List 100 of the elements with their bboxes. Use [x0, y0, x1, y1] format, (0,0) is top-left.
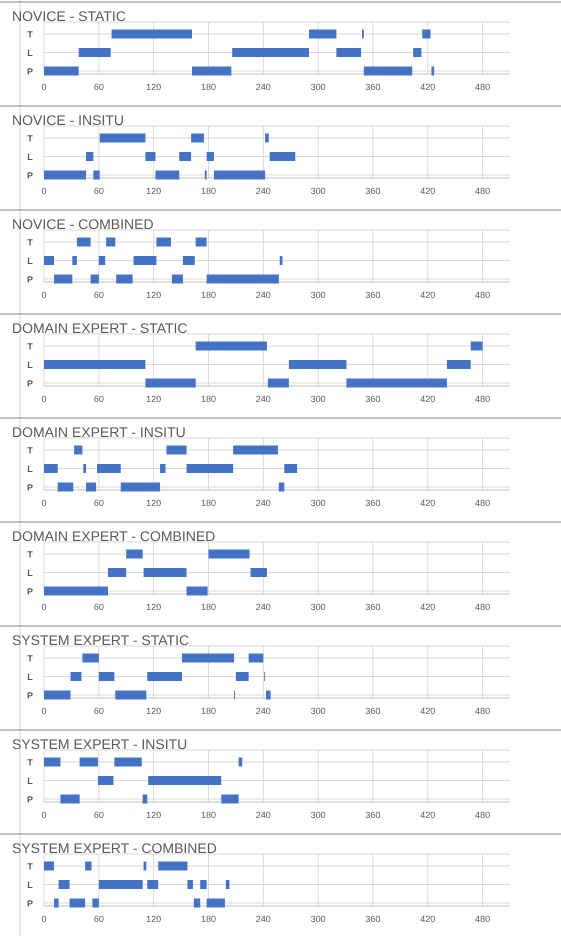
bar: [44, 690, 70, 700]
bar: [206, 152, 214, 161]
x-tick-label: 300: [310, 394, 326, 404]
bar: [336, 48, 362, 57]
bar: [80, 758, 98, 766]
x-tick-label: 120: [146, 290, 162, 300]
bar: [187, 880, 193, 889]
chart-title: DOMAIN EXPERT - COMBINED: [12, 528, 216, 544]
chart-title: SYSTEM EXPERT - STATIC: [12, 632, 190, 648]
bar: [346, 378, 447, 388]
bar: [147, 880, 158, 889]
x-tick-label: 420: [420, 498, 436, 508]
x-tick-label: 120: [146, 810, 162, 820]
x-tick-label: 0: [41, 394, 47, 404]
y-tick-label: P: [26, 586, 34, 596]
bar: [58, 482, 74, 492]
bar: [116, 274, 133, 284]
bar: [214, 170, 266, 180]
bar: [236, 672, 249, 681]
x-tick-label: 120: [146, 394, 162, 404]
bar: [288, 360, 346, 369]
x-tick-label: 420: [420, 914, 436, 924]
bar: [413, 48, 422, 57]
x-tick-label: 120: [146, 602, 162, 612]
x-tick-label: 180: [200, 810, 216, 820]
x-tick-label: 60: [94, 394, 104, 404]
x-tick-label: 180: [200, 706, 216, 716]
x-tick-label: 60: [94, 290, 104, 300]
bar: [232, 48, 309, 57]
bar: [134, 256, 156, 265]
chart-title: DOMAIN EXPERT - STATIC: [12, 320, 188, 336]
x-tick-label: 120: [146, 186, 162, 196]
x-tick-label: 480: [475, 290, 490, 300]
bar: [44, 256, 54, 265]
x-tick-label: 0: [41, 706, 47, 716]
y-tick-label: T: [27, 758, 34, 768]
bar: [108, 568, 126, 577]
x-tick-label: 240: [256, 290, 271, 300]
x-tick-label: 180: [200, 82, 216, 92]
bar: [58, 880, 70, 889]
x-tick-label: 480: [475, 602, 490, 612]
x-tick-label: 360: [365, 706, 380, 716]
x-tick-label: 420: [420, 394, 436, 404]
bar: [268, 378, 289, 388]
x-tick-label: 360: [365, 186, 380, 196]
x-tick-label: 180: [200, 602, 216, 612]
bar: [44, 586, 108, 596]
bar: [422, 30, 431, 38]
y-tick-label: L: [27, 568, 34, 578]
y-tick-label: T: [27, 654, 34, 664]
bar: [86, 152, 94, 161]
y-tick-label: L: [27, 48, 34, 58]
y-tick-label: P: [26, 378, 34, 388]
x-tick-label: 180: [200, 394, 216, 404]
bar: [112, 30, 192, 38]
y-tick-label: L: [27, 880, 34, 890]
bar: [92, 898, 99, 908]
bar: [93, 170, 100, 180]
x-tick-label: 300: [310, 186, 326, 196]
x-tick-label: 360: [365, 914, 380, 924]
bar: [44, 170, 86, 180]
bar: [82, 654, 99, 662]
bar: [182, 654, 234, 662]
bar: [147, 672, 182, 681]
x-tick-label: 0: [41, 82, 47, 92]
bar: [158, 862, 188, 870]
bar: [470, 342, 483, 350]
bar: [72, 256, 77, 265]
bar: [85, 862, 92, 870]
bar: [120, 482, 160, 492]
bar: [446, 360, 471, 369]
x-tick-label: 300: [310, 706, 326, 716]
y-tick-label: T: [27, 30, 34, 40]
x-tick-label: 180: [200, 914, 216, 924]
bar: [60, 794, 80, 804]
bar: [308, 30, 336, 38]
y-tick-label: P: [26, 170, 34, 180]
bar: [54, 898, 59, 908]
y-tick-label: P: [26, 898, 34, 908]
x-tick-label: 420: [420, 602, 436, 612]
y-tick-label: T: [27, 446, 34, 456]
x-tick-label: 0: [41, 290, 47, 300]
x-tick-label: 420: [420, 82, 436, 92]
y-tick-label: P: [26, 690, 34, 700]
x-tick-label: 300: [310, 810, 326, 820]
bar: [44, 360, 146, 369]
bar: [98, 256, 106, 265]
x-tick-label: 300: [310, 290, 326, 300]
y-tick-label: P: [26, 794, 34, 804]
x-tick-label: 0: [41, 602, 47, 612]
bar: [248, 654, 264, 662]
bar: [98, 672, 114, 681]
x-tick-label: 120: [146, 82, 162, 92]
bar: [126, 550, 143, 558]
bar: [206, 898, 225, 908]
bar: [76, 238, 91, 246]
y-tick-label: T: [27, 550, 34, 560]
bar: [148, 776, 222, 785]
x-tick-label: 300: [310, 602, 326, 612]
y-tick-label: P: [26, 274, 34, 284]
